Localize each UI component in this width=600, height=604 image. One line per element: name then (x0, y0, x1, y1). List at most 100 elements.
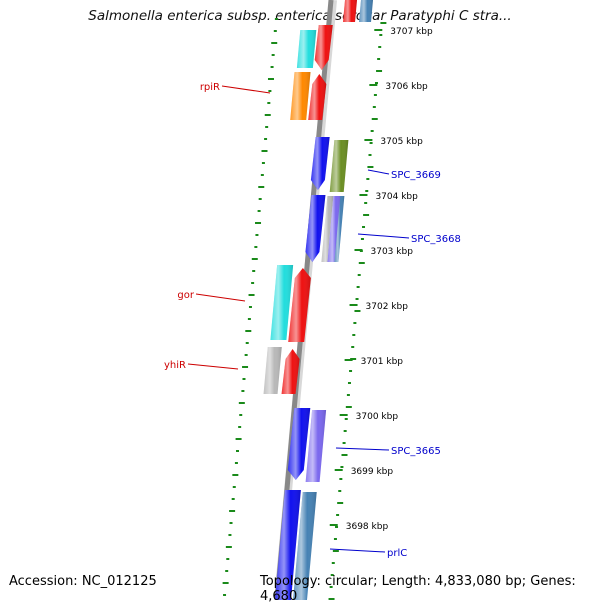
gene-highlight (287, 408, 311, 480)
gc-dot (267, 78, 274, 80)
gc-dot (260, 174, 264, 176)
gc-dot (234, 462, 238, 464)
gene-highlight (310, 137, 330, 190)
gc-dot (360, 238, 364, 240)
gc-dot (341, 454, 348, 456)
gc-dots-left (222, 18, 278, 596)
gc-dot (358, 262, 365, 264)
gc-dot (223, 594, 227, 596)
label-leader (195, 293, 246, 302)
gc-dot (366, 178, 370, 180)
gc-dot (252, 270, 256, 272)
tick-marks: 3707 kbp 3706 kbp 3705 kbp 3704 kbp 3703 kbp… (329, 27, 433, 532)
gc-dot (379, 34, 383, 36)
gc-dot (344, 418, 348, 420)
tick-label: 3704 kbp (375, 192, 418, 202)
gc-dot (369, 142, 373, 144)
gc-dot (333, 538, 337, 540)
gc-dot (329, 586, 333, 588)
gc-dot (271, 54, 275, 56)
gc-dot (247, 318, 251, 320)
gc-dot (242, 366, 249, 368)
gc-dot (226, 558, 230, 560)
gc-dot (264, 138, 268, 140)
gc-dot (261, 162, 265, 164)
map-title: Salmonella enterica subsp. enterica sero… (88, 8, 512, 24)
gene-label: SPC_3668 (411, 234, 461, 245)
gc-dot (338, 490, 342, 492)
gc-dot (367, 166, 374, 168)
gc-dot (332, 550, 339, 552)
gc-dot (273, 30, 277, 32)
tick-label: 3699 kbp (351, 467, 394, 477)
gc-dot (225, 546, 232, 548)
label-leader (367, 169, 390, 175)
gc-dot (339, 478, 343, 480)
gc-dot (265, 126, 269, 128)
gc-dot (248, 306, 252, 308)
gc-dot (365, 190, 369, 192)
tick-label: 3703 kbp (371, 247, 414, 257)
gene-highlight (263, 347, 282, 394)
gc-dot (245, 330, 252, 332)
gc-dot (357, 274, 361, 276)
gc-dot (355, 298, 359, 300)
gene-label: SPC_3665 (391, 446, 441, 457)
gc-dot (267, 102, 271, 104)
gc-dot (274, 18, 278, 20)
gene-highlight (275, 490, 301, 600)
gene-highlight (343, 0, 357, 22)
gc-dot (368, 154, 372, 156)
gc-dot (328, 598, 335, 600)
gc-dot (245, 342, 249, 344)
gene-labels: rpiR gor yhiR SPC_3669 SPC_3668 SPC_3665 prlC (164, 82, 461, 559)
gc-dot (330, 574, 334, 576)
gc-dot (242, 378, 246, 380)
tick-label: 3702 kbp (366, 302, 409, 312)
gc-dot (271, 42, 278, 44)
label-leader (357, 233, 410, 239)
gc-dot (268, 90, 272, 92)
gene-highlight (334, 196, 345, 262)
gc-dot (373, 94, 377, 96)
gc-dot (228, 534, 232, 536)
gene-highlight (359, 0, 373, 22)
tick-label: 3705 kbp (380, 137, 423, 147)
label-leader (335, 447, 390, 451)
gc-dot (347, 382, 351, 384)
gc-dot (238, 402, 245, 404)
gc-dot (251, 282, 255, 284)
gene-highlight (327, 196, 342, 262)
gene-highlight (321, 196, 334, 262)
gc-dot (239, 414, 243, 416)
gc-dot (335, 526, 339, 528)
gc-dot (346, 394, 350, 396)
gc-dot (364, 202, 368, 204)
gc-dot (236, 450, 239, 452)
gc-dot (340, 466, 344, 468)
gc-dot (377, 58, 381, 60)
gene-highlight (281, 349, 300, 394)
gene-highlight (290, 72, 311, 120)
gc-dot (380, 22, 387, 24)
gc-dot (353, 322, 357, 324)
label-leader (329, 548, 386, 553)
gc-dot (255, 234, 259, 236)
gc-dot (371, 118, 378, 120)
gc-dot (378, 46, 382, 48)
gc-dot (254, 246, 258, 248)
label-leader (221, 85, 271, 94)
tick-label: 3707 kbp (390, 27, 433, 37)
gc-dot (222, 582, 229, 584)
gene-highlight (305, 410, 327, 482)
gene-label: yhiR (164, 360, 186, 371)
gene-label: gor (177, 290, 194, 301)
gene-features (263, 0, 373, 600)
gc-dot (229, 510, 236, 512)
gc-dot (376, 70, 383, 72)
gene-label: rpiR (200, 82, 220, 93)
gc-dot (343, 430, 347, 432)
gc-dot (370, 130, 374, 132)
gene-highlight (288, 268, 311, 342)
